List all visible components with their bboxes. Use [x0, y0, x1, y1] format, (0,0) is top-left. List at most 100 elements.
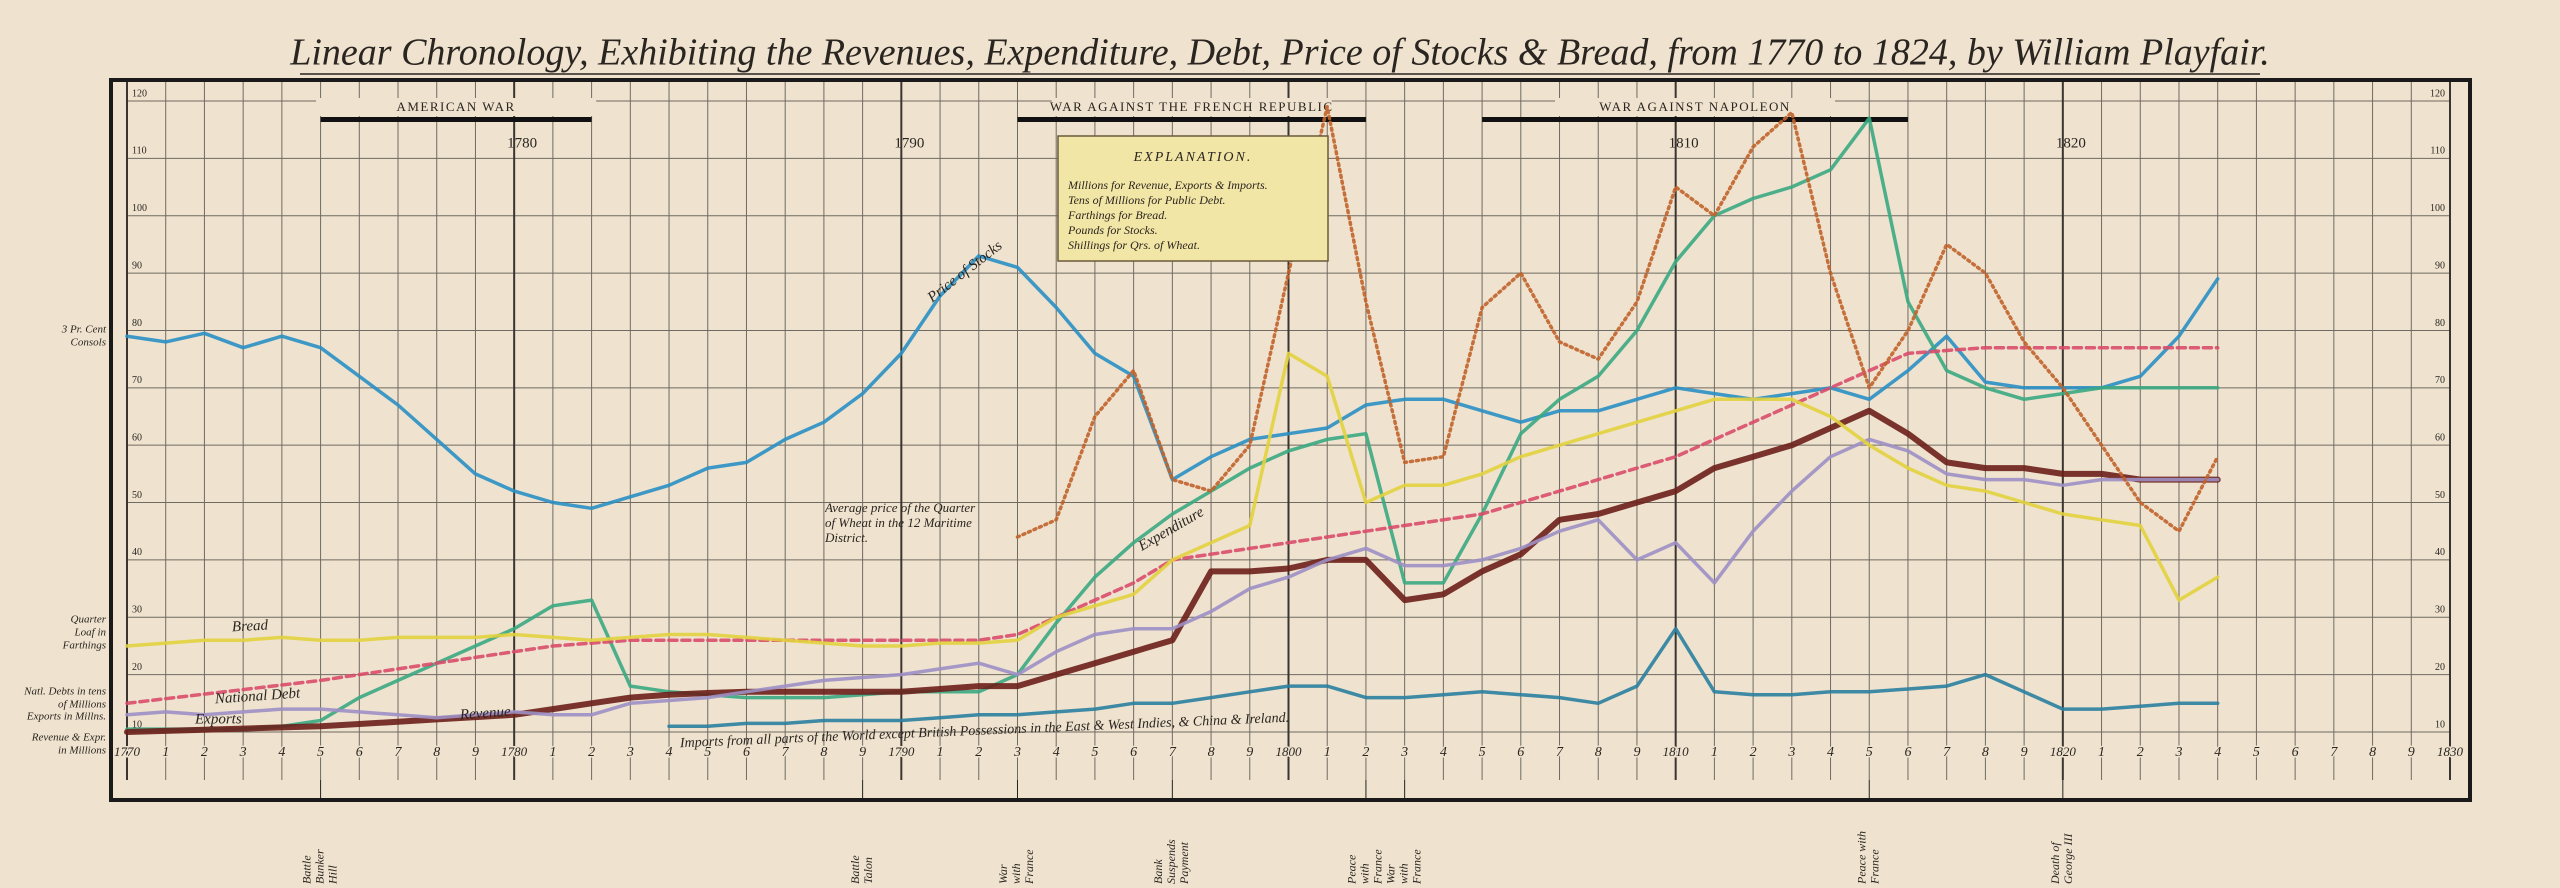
event-label: Battle: [848, 855, 862, 884]
y-tick-label: 100: [132, 203, 147, 214]
frame: [109, 78, 2472, 802]
top-year-label: 1820: [2056, 135, 2086, 151]
x-tick-label: 7: [395, 745, 403, 760]
x-tick-label: 3: [1400, 745, 1408, 760]
y-tick-label: 50: [132, 490, 142, 501]
y-tick-label: 10: [132, 719, 142, 730]
event-label: Suspends: [1164, 839, 1178, 884]
x-tick-label: 8: [2369, 745, 2376, 760]
x-tick-label: 4: [2214, 745, 2221, 760]
axis-unit-label: Loaf in: [74, 627, 107, 639]
x-tick-label: 4: [666, 745, 673, 760]
y-tick-label: 80: [2435, 318, 2445, 329]
axis-unit-label: 3 Pr. Cent: [61, 324, 107, 336]
series-line: [125, 116, 2220, 731]
y-tick-label: 120: [2430, 88, 2445, 99]
x-tick-label: 2: [1750, 745, 1757, 760]
y-tick-label: 110: [2430, 146, 2445, 157]
y-tick-label: 30: [132, 605, 142, 616]
y-tick-label: 80: [132, 318, 142, 329]
x-tick-label: 6: [1130, 745, 1137, 760]
x-tick-label: 5: [317, 745, 324, 760]
explanation-bg: [1057, 135, 1329, 262]
explanation-line: Pounds for Stocks.: [1067, 223, 1158, 237]
event-label: George III: [2061, 832, 2075, 884]
event-label: Battle: [299, 855, 313, 884]
x-tick-label: 2: [2137, 745, 2144, 760]
x-tick-label: 3: [2174, 745, 2182, 760]
event-label: France: [1409, 849, 1423, 885]
period-label-bg: [316, 98, 597, 116]
x-tick-label: 1830: [2437, 744, 2464, 759]
x-tick-label: 3: [1787, 745, 1795, 760]
event-label: France: [1371, 849, 1385, 885]
x-tick-label: 1: [162, 745, 169, 760]
period-label-bg: [1555, 98, 1836, 116]
top-year-label: 1790: [894, 135, 924, 151]
event-label: Hill: [325, 865, 339, 885]
event-label: Peace: [1345, 854, 1359, 885]
y-tick-label: 70: [2435, 375, 2445, 386]
x-tick-label: 7: [1169, 745, 1177, 760]
x-tick-label: 1: [1324, 745, 1331, 760]
y-tick-label: 90: [2435, 260, 2445, 271]
axis-unit-label: Quarter: [71, 614, 107, 626]
x-tick-label: 1800: [1276, 744, 1303, 759]
period-label: WAR AGAINST THE FRENCH REPUBLIC: [1050, 99, 1334, 114]
x-tick-label: 7: [2330, 745, 2338, 760]
y-tick-label: 100: [2430, 203, 2445, 214]
y-tick-label: 20: [132, 662, 142, 673]
x-tick-label: 6: [2292, 745, 2299, 760]
y-tick-label: 40: [132, 547, 142, 558]
series-line: [1015, 104, 2220, 539]
x-tick-label: 1: [2098, 745, 2105, 760]
x-tick-label: 1: [937, 745, 944, 760]
series-label: National Debt: [213, 685, 301, 707]
series-line: [667, 626, 2220, 729]
event-label: Death of: [2048, 841, 2062, 885]
event-label: Payment: [1177, 841, 1191, 885]
event-label: with: [1009, 863, 1023, 884]
y-tick-label: 60: [2435, 432, 2445, 443]
y-tick-label: 10: [2435, 719, 2445, 730]
x-tick-label: 4: [1827, 745, 1834, 760]
period-bar: [1017, 117, 1366, 122]
x-tick-label: 2: [975, 745, 982, 760]
x-tick-label: 9: [1633, 745, 1640, 760]
x-tick-label: 1810: [1663, 744, 1690, 759]
grid: 10 10 20 20 30 30 40 40 50 50 60 60 70 70 80 80 90 90 100 1…: [23, 80, 2465, 885]
period-label: WAR AGAINST NAPOLEON: [1599, 99, 1791, 114]
series-label: Revenue: [458, 704, 511, 724]
explanation-line: Tens of Millions for Public Debt.: [1068, 193, 1226, 207]
axis-unit-label: Exports in Millns.: [26, 711, 106, 723]
x-tick-label: 4: [1053, 745, 1060, 760]
chart-title: Linear Chronology, Exhibiting the Revenu…: [289, 32, 2270, 74]
top-year-label: 1780: [507, 135, 537, 151]
axis-unit-label: Farthings: [62, 640, 106, 652]
explanation-line: Farthings for Bread.: [1067, 208, 1167, 222]
x-tick-label: 1790: [888, 744, 915, 759]
x-tick-label: 7: [782, 745, 790, 760]
y-tick-label: 30: [2435, 605, 2445, 616]
axis-unit-label: of Millions: [58, 699, 106, 711]
x-tick-label: 8: [1595, 745, 1602, 760]
x-tick-label: 2: [1362, 745, 1369, 760]
x-tick-label: 8: [820, 745, 827, 760]
x-tick-label: 1770: [114, 744, 141, 759]
x-tick-label: 3: [626, 745, 634, 760]
explanation-box: EXPLANATION. Millions for Revenue, Expor…: [1057, 135, 1329, 262]
x-tick-label: 9: [1246, 745, 1253, 760]
series-label: Average price of the Quarter of Wheat in…: [825, 500, 976, 545]
event-label: France: [1868, 849, 1882, 885]
x-tick-label: 9: [2408, 745, 2415, 760]
axis-unit-label: in Millions: [58, 745, 106, 757]
series-label: Exports: [194, 711, 242, 727]
explanation-line: Millions for Revenue, Exports & Imports.: [1067, 178, 1268, 192]
event-label: War: [1383, 864, 1397, 884]
x-tick-label: 3: [239, 745, 247, 760]
event-label: Peace with: [1855, 831, 1869, 885]
x-tick-label: 2: [588, 745, 595, 760]
y-tick-label: 40: [2435, 547, 2445, 558]
x-tick-label: 3: [1013, 745, 1021, 760]
